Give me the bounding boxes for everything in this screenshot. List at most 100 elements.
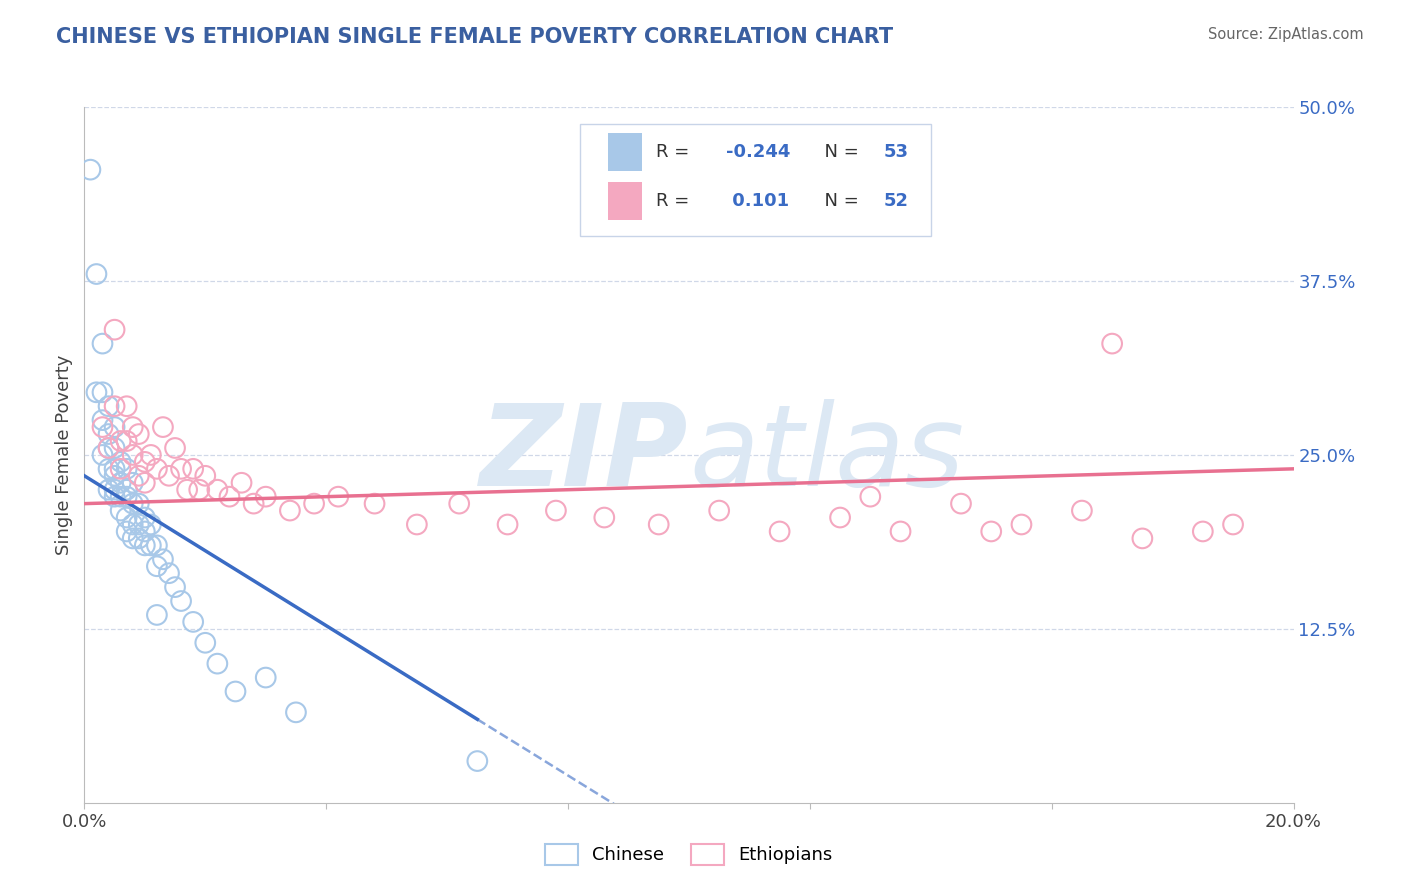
Point [176, 483, 198, 497]
Text: Source: ZipAtlas.com: Source: ZipAtlas.com [1208, 27, 1364, 42]
Point [1222, 517, 1244, 532]
Point [170, 462, 193, 476]
Point [86, 385, 108, 400]
Point [449, 497, 471, 511]
Point [152, 420, 174, 434]
Point [115, 510, 138, 524]
Point [121, 475, 143, 490]
Text: 53: 53 [883, 144, 908, 161]
Point [97, 399, 120, 413]
Point [134, 455, 156, 469]
Point [363, 497, 385, 511]
Point [709, 503, 731, 517]
Point [1130, 532, 1153, 546]
Point [97, 427, 120, 442]
Point [128, 517, 150, 532]
Text: -0.244: -0.244 [727, 144, 790, 161]
Point [91, 413, 114, 427]
Text: 0.101: 0.101 [727, 192, 790, 210]
Point [121, 532, 143, 546]
Point [181, 462, 204, 476]
Text: ZIP: ZIP [481, 400, 689, 510]
Point [79, 162, 101, 177]
Point [104, 490, 127, 504]
Point [467, 754, 489, 768]
Bar [607, 133, 641, 171]
Point [146, 462, 169, 476]
Point [648, 517, 671, 532]
Point [91, 448, 114, 462]
Point [115, 490, 138, 504]
Bar [607, 182, 641, 220]
Point [181, 615, 204, 629]
Point [121, 517, 143, 532]
Point [1071, 503, 1094, 517]
Point [254, 671, 277, 685]
Point [544, 503, 567, 517]
Point [97, 441, 120, 455]
Point [218, 490, 240, 504]
Point [1101, 336, 1123, 351]
Point [207, 657, 229, 671]
Point [115, 434, 138, 448]
Point [207, 483, 229, 497]
Point [146, 538, 169, 552]
Point [104, 483, 127, 497]
Point [86, 267, 108, 281]
Point [139, 517, 162, 532]
Point [146, 607, 169, 622]
Point [278, 503, 301, 517]
Point [104, 420, 127, 434]
Legend: Chinese, Ethiopians: Chinese, Ethiopians [536, 835, 842, 874]
Text: R =: R = [657, 144, 696, 161]
FancyBboxPatch shape [581, 124, 931, 235]
Point [139, 538, 162, 552]
Point [110, 462, 132, 476]
Text: 52: 52 [883, 192, 908, 210]
Point [859, 490, 882, 504]
Point [97, 441, 120, 455]
Point [97, 483, 120, 497]
Point [157, 468, 180, 483]
Point [115, 462, 138, 476]
Point [194, 468, 217, 483]
Point [1011, 517, 1033, 532]
Point [496, 517, 519, 532]
Point [134, 524, 156, 539]
Point [134, 538, 156, 552]
Point [231, 475, 253, 490]
Point [115, 483, 138, 497]
Point [121, 497, 143, 511]
Text: atlas: atlas [689, 400, 965, 510]
Point [890, 524, 912, 539]
Point [128, 497, 150, 511]
Point [91, 420, 114, 434]
Y-axis label: Single Female Poverty: Single Female Poverty [55, 355, 73, 555]
Point [134, 475, 156, 490]
Point [152, 552, 174, 566]
Point [91, 336, 114, 351]
Point [302, 497, 325, 511]
Point [139, 448, 162, 462]
Point [104, 323, 127, 337]
Point [121, 420, 143, 434]
Point [980, 524, 1002, 539]
Point [104, 441, 127, 455]
Point [115, 524, 138, 539]
Point [104, 399, 127, 413]
Point [110, 503, 132, 517]
Point [97, 462, 120, 476]
Text: N =: N = [814, 144, 865, 161]
Point [110, 455, 132, 469]
Point [285, 706, 308, 720]
Point [165, 580, 187, 594]
Point [406, 517, 429, 532]
Point [91, 385, 114, 400]
Point [128, 468, 150, 483]
Point [593, 510, 616, 524]
Point [165, 441, 187, 455]
Point [242, 497, 264, 511]
Point [328, 490, 350, 504]
Point [769, 524, 792, 539]
Point [110, 434, 132, 448]
